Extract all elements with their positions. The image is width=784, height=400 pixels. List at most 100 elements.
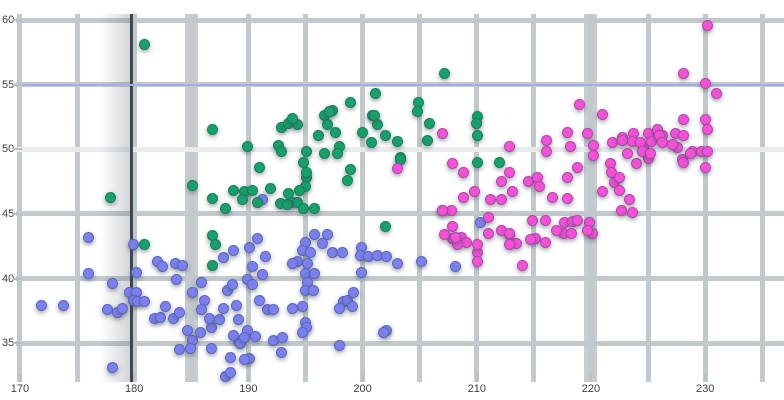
data-point-magenta-cluster[interactable] [582,225,594,237]
data-point-green-cluster[interactable] [323,106,335,118]
data-point-blue-cluster[interactable] [377,327,389,339]
data-point-magenta-cluster[interactable] [534,181,546,193]
data-point-magenta-cluster[interactable] [699,161,711,173]
data-point-blue-cluster[interactable] [252,232,264,244]
data-point-green-cluster[interactable] [237,194,249,206]
data-point-blue-cluster[interactable] [196,276,208,288]
data-point-green-cluster[interactable] [228,185,240,197]
data-point-magenta-cluster[interactable] [527,214,539,226]
data-point-blue-cluster[interactable] [381,251,393,263]
data-point-blue-cluster[interactable] [206,342,218,354]
data-point-magenta-cluster[interactable] [516,260,528,272]
data-point-blue-cluster[interactable] [196,304,208,316]
data-point-blue-cluster[interactable] [336,247,348,259]
data-point-blue-cluster[interactable] [184,342,196,354]
data-point-green-cluster[interactable] [424,117,436,129]
data-point-green-cluster[interactable] [411,106,423,118]
data-point-blue-cluster[interactable] [194,327,206,339]
data-point-magenta-cluster[interactable] [711,88,723,100]
data-point-green-cluster[interactable] [471,117,483,129]
data-point-blue-cluster[interactable] [159,301,171,313]
data-point-magenta-cluster[interactable] [469,186,480,198]
data-point-magenta-cluster[interactable] [644,147,656,159]
data-point-magenta-cluster[interactable] [582,128,594,140]
data-point-blue-cluster[interactable] [416,256,428,268]
data-point-green-cluster[interactable] [104,191,116,203]
data-point-blue-cluster[interactable] [321,229,333,241]
data-point-blue-cluster[interactable] [57,300,69,312]
data-point-magenta-cluster[interactable] [551,225,563,237]
data-point-blue-cluster[interactable] [127,239,139,251]
data-point-green-cluster[interactable] [264,182,276,194]
data-point-magenta-cluster[interactable] [504,141,516,153]
data-point-green-cluster[interactable] [301,146,313,158]
data-point-magenta-cluster[interactable] [561,126,573,138]
data-point-blue-cluster[interactable] [239,354,251,366]
data-point-blue-cluster[interactable] [307,284,319,296]
data-point-magenta-cluster[interactable] [449,231,461,243]
data-point-blue-cluster[interactable] [217,252,229,264]
data-point-blue-cluster[interactable] [36,300,48,312]
data-point-blue-cluster[interactable] [254,294,266,306]
data-point-blue-cluster[interactable] [174,306,186,318]
data-point-green-cluster[interactable] [366,137,378,149]
data-point-magenta-cluster[interactable] [539,236,551,248]
data-point-green-cluster[interactable] [209,239,221,251]
data-point-blue-cluster[interactable] [256,269,268,281]
data-point-green-cluster[interactable] [494,156,506,168]
data-point-magenta-cluster[interactable] [539,214,551,226]
data-point-magenta-cluster[interactable] [496,194,508,206]
data-point-magenta-cluster[interactable] [437,204,449,216]
data-point-blue-cluster[interactable] [224,367,236,379]
data-point-blue-cluster[interactable] [296,327,308,339]
data-point-green-cluster[interactable] [344,97,356,109]
data-point-magenta-cluster[interactable] [701,146,713,158]
data-point-blue-cluster[interactable] [287,302,299,314]
data-point-magenta-cluster[interactable] [574,98,586,110]
data-point-blue-cluster[interactable] [287,257,299,269]
data-point-magenta-cluster[interactable] [626,207,638,219]
data-point-blue-cluster[interactable] [309,267,321,279]
data-point-blue-cluster[interactable] [347,287,359,299]
data-point-magenta-cluster[interactable] [472,239,484,251]
data-point-green-cluster[interactable] [472,129,484,141]
data-point-blue-cluster[interactable] [346,301,358,313]
data-point-magenta-cluster[interactable] [666,138,678,150]
data-point-blue-cluster[interactable] [449,261,461,273]
data-point-blue-cluster[interactable] [106,278,118,290]
data-point-blue-cluster[interactable] [231,300,243,312]
data-point-green-cluster[interactable] [207,124,219,136]
data-point-magenta-cluster[interactable] [504,167,516,179]
data-point-magenta-cluster[interactable] [614,172,626,184]
data-point-blue-cluster[interactable] [355,266,367,278]
data-point-green-cluster[interactable] [254,161,266,173]
data-point-blue-cluster[interactable] [247,279,259,291]
data-point-green-cluster[interactable] [379,221,391,233]
data-point-magenta-cluster[interactable] [587,150,599,162]
data-point-blue-cluster[interactable] [277,332,289,344]
data-point-magenta-cluster[interactable] [484,194,496,206]
data-point-green-cluster[interactable] [472,156,484,168]
data-point-blue-cluster[interactable] [232,314,244,326]
data-point-blue-cluster[interactable] [260,251,272,263]
data-point-blue-cluster[interactable] [334,340,346,352]
data-point-blue-cluster[interactable] [392,257,404,269]
data-point-magenta-cluster[interactable] [392,163,404,175]
data-point-magenta-cluster[interactable] [571,214,583,226]
data-point-green-cluster[interactable] [319,147,331,159]
data-point-green-cluster[interactable] [297,203,309,215]
data-point-magenta-cluster[interactable] [678,114,689,126]
data-point-magenta-cluster[interactable] [622,147,634,159]
data-point-magenta-cluster[interactable] [546,191,558,203]
data-point-blue-cluster[interactable] [176,260,188,272]
data-point-green-cluster[interactable] [138,39,150,51]
data-point-magenta-cluster[interactable] [596,108,608,120]
data-point-blue-cluster[interactable] [138,296,150,308]
data-point-green-cluster[interactable] [186,179,198,191]
data-point-magenta-cluster[interactable] [699,77,711,89]
data-point-blue-cluster[interactable] [228,244,240,256]
data-point-blue-cluster[interactable] [334,302,346,314]
data-point-magenta-cluster[interactable] [482,212,494,224]
data-point-magenta-cluster[interactable] [524,234,536,246]
data-point-blue-cluster[interactable] [170,274,182,286]
